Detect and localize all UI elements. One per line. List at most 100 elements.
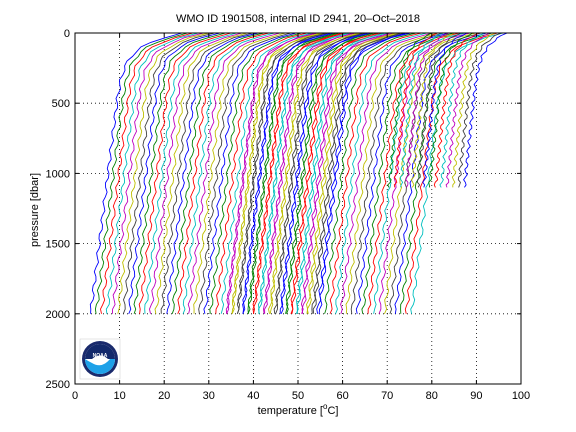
profile-line <box>451 32 496 188</box>
profile-line <box>457 32 502 188</box>
x-tick-label: 70 <box>381 390 393 402</box>
profile-line <box>257 32 349 314</box>
profile-line <box>122 32 215 314</box>
profile-line <box>350 32 444 314</box>
profile-line <box>187 32 281 314</box>
x-tick-label: 50 <box>292 390 304 402</box>
profile-line <box>144 32 237 314</box>
y-tick-label: 1500 <box>46 239 70 251</box>
x-tick-label: 0 <box>72 390 78 402</box>
profile-line <box>290 32 381 314</box>
profile-line <box>335 32 428 314</box>
profile-line <box>285 32 375 314</box>
profile-line <box>387 32 433 188</box>
profile-line <box>105 32 199 314</box>
profile-line <box>306 32 397 314</box>
x-axis-label-degree: o <box>323 402 328 411</box>
profile-line <box>198 32 292 314</box>
profile-line <box>405 32 450 188</box>
x-tick-label: 10 <box>113 390 125 402</box>
noaa-logo-text: NOAA <box>93 353 108 359</box>
ticks: 0 10 20 30 40 50 60 70 80 90 100050010001500200025… <box>46 28 531 402</box>
profile-line <box>361 32 455 314</box>
profiles <box>89 32 508 314</box>
profile-line <box>378 32 471 314</box>
profile-line <box>111 32 204 314</box>
profile-line <box>422 32 467 188</box>
profile-line <box>264 32 357 314</box>
profile-line <box>89 32 183 314</box>
profile-line <box>236 32 330 314</box>
x-tick-label: 100 <box>512 390 530 402</box>
y-tick-label: 2000 <box>46 309 70 321</box>
profile-line <box>160 32 253 314</box>
profile-line <box>318 32 411 314</box>
profile-line <box>393 32 438 188</box>
profile-line <box>300 32 391 314</box>
x-tick-label: 30 <box>203 390 215 402</box>
profile-line <box>340 32 433 314</box>
x-axis-label-prefix: temperature [ <box>258 405 323 417</box>
profile-line <box>279 32 370 314</box>
profile-line <box>215 32 308 314</box>
x-tick-label: 40 <box>247 390 259 402</box>
profile-line <box>295 32 386 314</box>
profile-line <box>399 32 444 188</box>
profile-line <box>275 32 368 314</box>
profile-line <box>236 32 327 314</box>
profile-line <box>433 32 479 188</box>
profile-line <box>154 32 248 314</box>
profile-line <box>316 32 407 314</box>
profile-line <box>166 32 259 314</box>
x-tick-label: 20 <box>158 390 170 402</box>
profile-line <box>182 32 275 314</box>
profile-line <box>355 32 449 314</box>
profile-line <box>263 32 354 314</box>
profile-line <box>296 32 389 314</box>
profile-line <box>133 32 226 314</box>
profile-line <box>410 32 504 314</box>
profile-line <box>177 32 270 314</box>
x-tick-label: 90 <box>470 390 482 402</box>
profile-line <box>94 32 188 314</box>
x-tick-label: 80 <box>426 390 438 402</box>
profile-line <box>445 32 490 188</box>
profile-line <box>428 32 473 188</box>
profile-line <box>203 32 297 314</box>
profile-line <box>220 32 313 314</box>
profile-line <box>252 32 343 314</box>
profile-line <box>252 32 346 314</box>
profile-line <box>149 32 243 314</box>
profile-line <box>231 32 322 314</box>
profile-line <box>128 32 221 314</box>
grid <box>75 33 521 384</box>
profile-line <box>417 32 462 188</box>
noaa-logo-wave <box>85 359 115 374</box>
profile-line <box>225 32 316 314</box>
y-tick-label: 2500 <box>46 379 70 391</box>
y-tick-label: 0 <box>64 28 70 40</box>
profile-line <box>209 32 302 314</box>
y-tick-label: 1000 <box>46 168 70 180</box>
profile-line <box>463 32 508 188</box>
x-tick-label: 60 <box>336 390 348 402</box>
profile-line <box>242 32 333 314</box>
chart-title: WMO ID 1901508, internal ID 2941, 20–Oct… <box>176 13 420 25</box>
profile-line <box>242 32 335 314</box>
x-axis-label-suffix: C] <box>327 405 338 417</box>
profile-line <box>193 32 286 314</box>
noaa-logo-bird-top <box>85 344 115 359</box>
profile-line <box>306 32 400 314</box>
profile-line <box>171 32 264 314</box>
profile-line <box>138 32 232 314</box>
x-axis-label: temperature [oC] <box>258 402 339 417</box>
profile-line <box>117 32 210 314</box>
profile-line <box>324 32 417 314</box>
profile-line <box>329 32 422 314</box>
profile-line <box>439 32 485 188</box>
profile-line <box>345 32 438 314</box>
profile-line <box>231 32 324 314</box>
y-tick-label: 500 <box>52 98 70 110</box>
